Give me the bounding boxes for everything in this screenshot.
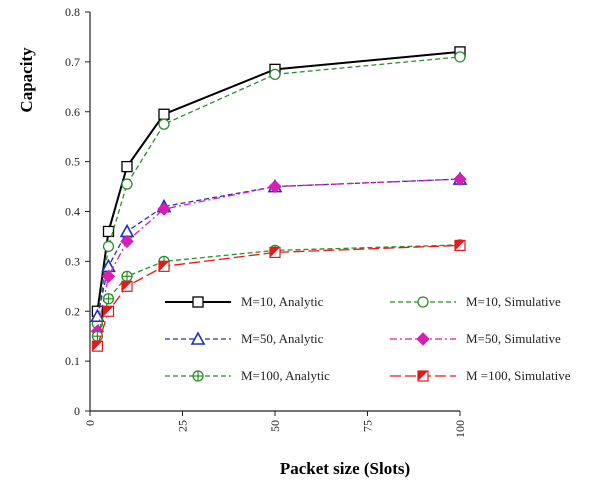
y-tick-label: 0.4 — [65, 205, 80, 219]
x-axis-title: Packet size (Slots) — [280, 459, 410, 478]
data-point — [158, 118, 170, 130]
legend-label: M=50, Simulative — [466, 331, 561, 346]
x-tick-label: 100 — [453, 420, 467, 438]
series-6 — [91, 239, 466, 352]
legend-entry-6: M =100, Simulative — [390, 368, 571, 383]
x-tick-label: 25 — [176, 420, 190, 432]
series-4 — [90, 172, 467, 338]
legend-entry-1: M=10, Analytic — [165, 294, 324, 309]
legend-label: M=50, Analytic — [241, 331, 324, 346]
data-point — [121, 160, 133, 173]
data-point — [120, 234, 134, 249]
data-point — [102, 225, 115, 238]
y-tick-label: 0.2 — [65, 304, 80, 318]
legend-label: M=10, Analytic — [241, 294, 324, 309]
data-point — [269, 68, 281, 80]
series-layer — [90, 46, 468, 352]
y-tick-label: 0.6 — [65, 105, 80, 119]
legend-label: M =100, Simulative — [466, 368, 571, 383]
series-line — [96, 56, 461, 324]
legend-entry-4: M=50, Simulative — [390, 331, 561, 346]
data-point — [121, 280, 133, 292]
x-tick-label: 0 — [83, 420, 97, 426]
data-point — [269, 246, 281, 258]
legend-swatch-marker — [416, 332, 430, 346]
data-point — [268, 179, 282, 194]
data-point — [158, 108, 170, 120]
legend-swatch-marker — [192, 370, 204, 382]
y-tick-label: 0.3 — [65, 254, 80, 268]
legend-entry-2: M=10, Simulative — [390, 294, 561, 309]
legend-swatch-marker — [417, 370, 429, 382]
legend-entry-5: M=100, Analytic — [165, 368, 330, 383]
data-point — [102, 293, 115, 305]
x-tick-label: 50 — [268, 420, 282, 432]
data-point — [157, 202, 171, 216]
data-point — [454, 51, 466, 63]
data-point — [102, 240, 115, 253]
y-tick-label: 0.5 — [65, 155, 80, 169]
legend-swatch-marker — [190, 331, 206, 345]
data-point — [91, 340, 104, 352]
y-tick-label: 0.8 — [65, 5, 80, 19]
legend-swatch-marker — [192, 296, 204, 308]
y-tick-label: 0.1 — [65, 354, 80, 368]
legend-label: M=10, Simulative — [466, 294, 561, 309]
legend-entry-3: M=50, Analytic — [165, 331, 324, 346]
y-axis-title: Capacity — [17, 47, 36, 113]
axes: 0 0.1 0.2 0.3 0.4 0.5 0.6 0.7 0.8 0 25 50 75 100 — [65, 5, 467, 438]
series-2 — [91, 51, 466, 330]
x-tick-label: 75 — [361, 420, 375, 432]
legend-label: M=100, Analytic — [241, 368, 330, 383]
data-point — [101, 269, 116, 284]
legend-swatch-marker — [417, 296, 429, 308]
series-line — [96, 244, 461, 347]
legend: M=10, Analytic M=10, Simulative M=50, Anal… — [165, 294, 571, 383]
y-tick-label: 0.7 — [65, 55, 80, 69]
series-line — [96, 244, 461, 337]
data-point — [102, 305, 115, 317]
y-tick-label: 0 — [74, 404, 80, 418]
data-point — [453, 172, 467, 186]
data-point — [121, 178, 133, 190]
data-point — [454, 239, 466, 252]
data-point — [121, 270, 133, 282]
data-point — [158, 260, 170, 272]
series-line — [96, 178, 461, 332]
